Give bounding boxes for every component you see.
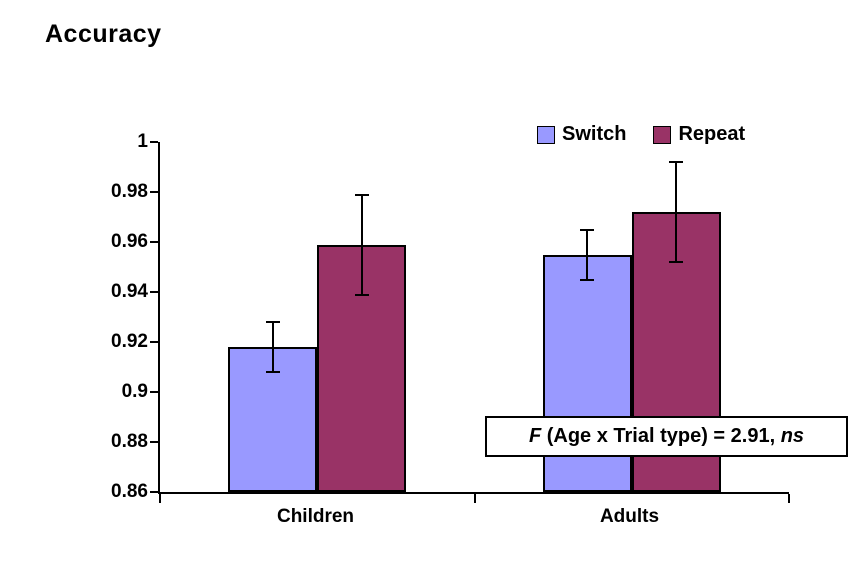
- legend-switch-swatch-icon: [537, 125, 555, 144]
- y-axis-tick: [150, 241, 158, 243]
- legend-item-switch: Switch: [537, 123, 626, 146]
- y-axis-tick: [150, 341, 158, 343]
- annotation-box: F (Age x Trial type) = 2.91, ns: [485, 416, 848, 457]
- y-axis-tick: [150, 191, 158, 193]
- error-bar-cap: [669, 161, 684, 163]
- y-axis-tick-label: 0.88: [111, 431, 148, 452]
- y-axis-tick-label: 1: [137, 131, 148, 152]
- y-axis-tick: [150, 491, 158, 493]
- y-axis-tick: [150, 391, 158, 393]
- y-axis-tick-label: 0.98: [111, 181, 148, 202]
- error-bar-adults-repeat: [675, 162, 678, 262]
- legend-item-repeat: Repeat: [653, 123, 745, 146]
- y-axis-tick: [150, 291, 158, 293]
- x-axis-label-children: Children: [276, 506, 355, 527]
- error-bar-cap: [265, 321, 280, 323]
- y-axis-tick: [150, 441, 158, 443]
- error-bar-cap: [265, 371, 280, 373]
- x-axis-tick: [159, 494, 161, 503]
- annotation-ns-symbol: ns: [780, 425, 805, 447]
- error-bar-cap: [580, 278, 595, 281]
- x-axis-label-adults: Adults: [599, 506, 660, 527]
- y-axis-tick-label: 0.92: [111, 331, 148, 352]
- y-axis-tick: [150, 141, 158, 143]
- y-axis-tick-label: 0.94: [111, 281, 148, 302]
- y-axis-tick-label: 0.9: [121, 381, 148, 402]
- error-bar-cap: [354, 293, 369, 296]
- annotation-f-symbol: F: [528, 425, 542, 447]
- chart-title: Accuracy: [45, 20, 162, 48]
- y-axis-tick-label: 0.86: [111, 481, 148, 502]
- x-axis-tick: [788, 494, 790, 503]
- y-axis-tick-label: 0.96: [111, 231, 148, 252]
- error-bar-cap: [354, 193, 369, 196]
- error-bar-cap: [669, 261, 684, 263]
- annotation-main-text: (Age x Trial type) = 2.91,: [541, 425, 781, 447]
- error-bar-adults-switch: [586, 229, 589, 280]
- legend-repeat-swatch-icon: [653, 125, 672, 144]
- error-bar-children-repeat: [360, 194, 363, 295]
- legend-repeat-label: Repeat: [678, 123, 746, 145]
- error-bar-cap: [580, 228, 595, 231]
- x-axis-tick: [473, 494, 476, 503]
- error-bar-children-switch: [271, 322, 274, 372]
- legend: Switch Repeat: [537, 123, 745, 146]
- legend-switch-label: Switch: [562, 123, 627, 145]
